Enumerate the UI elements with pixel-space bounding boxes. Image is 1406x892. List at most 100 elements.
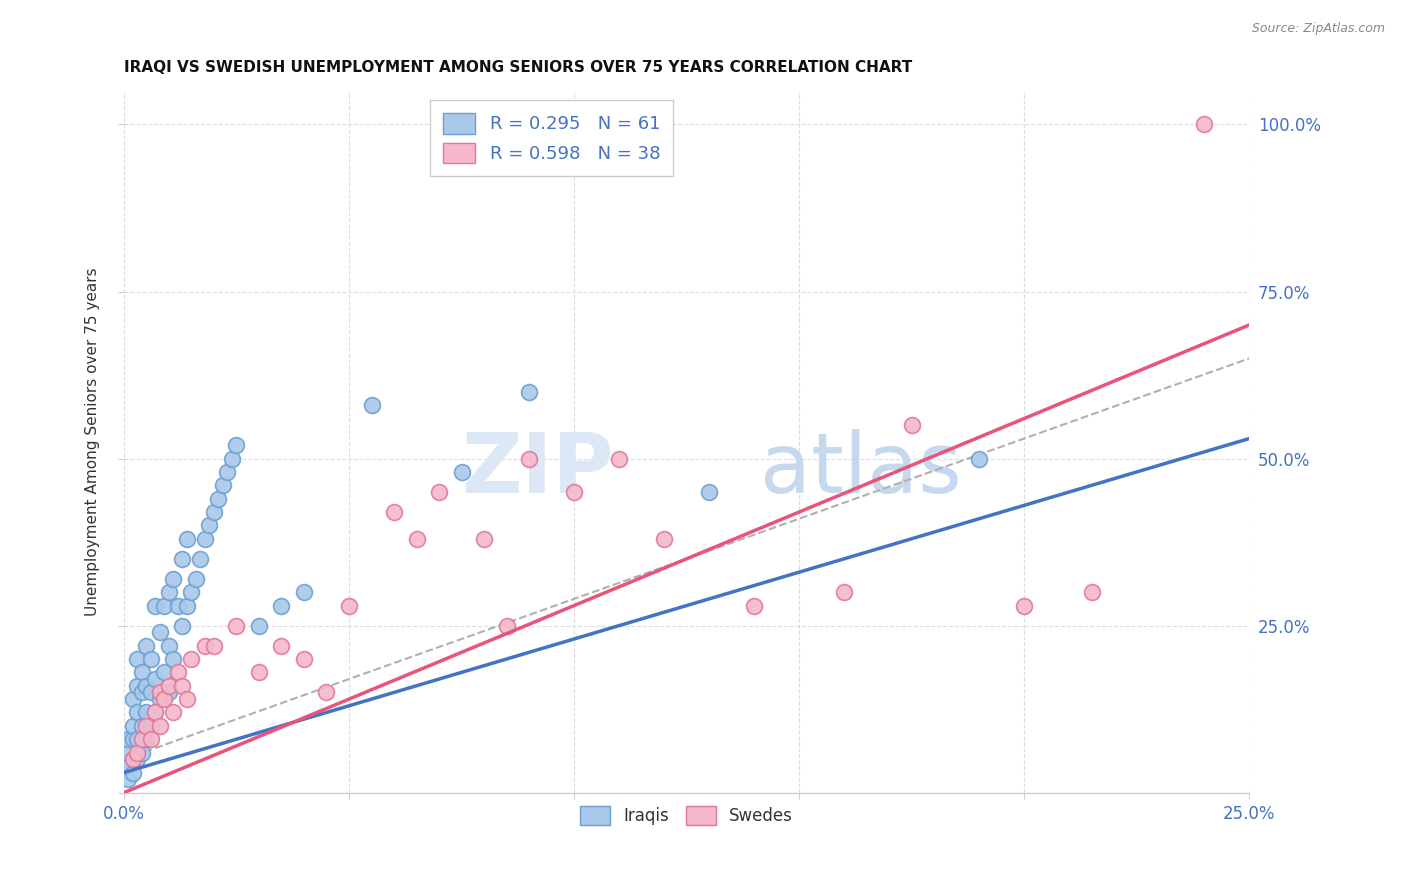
Point <box>131 746 153 760</box>
Point <box>176 599 198 613</box>
Point <box>212 478 235 492</box>
Point <box>131 665 153 680</box>
Point <box>153 692 176 706</box>
Point <box>122 732 145 747</box>
Text: atlas: atlas <box>759 429 962 510</box>
Point <box>517 451 540 466</box>
Point <box>1014 599 1036 613</box>
Point <box>127 746 149 760</box>
Point <box>202 505 225 519</box>
Point <box>194 532 217 546</box>
Point <box>127 752 149 766</box>
Point <box>900 418 922 433</box>
Point <box>122 692 145 706</box>
Point <box>1194 118 1216 132</box>
Text: ZIP: ZIP <box>461 429 613 510</box>
Point <box>382 505 405 519</box>
Point <box>292 585 315 599</box>
Point <box>337 599 360 613</box>
Point <box>131 719 153 733</box>
Point <box>167 665 190 680</box>
Point <box>184 572 207 586</box>
Point <box>194 639 217 653</box>
Point <box>122 719 145 733</box>
Point <box>176 532 198 546</box>
Point <box>157 679 180 693</box>
Point <box>117 732 139 747</box>
Point <box>135 679 157 693</box>
Point <box>517 384 540 399</box>
Point <box>135 732 157 747</box>
Point <box>652 532 675 546</box>
Point <box>315 685 337 699</box>
Legend: Iraqis, Swedes: Iraqis, Swedes <box>572 797 801 833</box>
Point <box>202 639 225 653</box>
Point <box>149 685 172 699</box>
Point <box>270 639 292 653</box>
Point <box>162 572 184 586</box>
Point <box>1081 585 1104 599</box>
Point <box>176 692 198 706</box>
Point <box>832 585 855 599</box>
Point <box>967 451 990 466</box>
Point <box>162 652 184 666</box>
Point <box>172 679 194 693</box>
Point <box>270 599 292 613</box>
Point <box>607 451 630 466</box>
Point <box>122 752 145 766</box>
Point <box>180 585 202 599</box>
Point <box>117 759 139 773</box>
Point <box>149 719 172 733</box>
Point <box>697 485 720 500</box>
Point <box>225 438 247 452</box>
Point <box>360 398 382 412</box>
Point <box>139 732 162 747</box>
Point <box>198 518 221 533</box>
Point <box>172 618 194 632</box>
Point <box>167 599 190 613</box>
Point <box>122 752 145 766</box>
Point <box>117 746 139 760</box>
Point <box>247 618 270 632</box>
Point <box>127 652 149 666</box>
Point <box>135 639 157 653</box>
Point <box>153 665 176 680</box>
Point <box>139 685 162 699</box>
Point <box>247 665 270 680</box>
Point <box>495 618 517 632</box>
Point <box>145 599 167 613</box>
Point <box>149 692 172 706</box>
Point <box>207 491 229 506</box>
Point <box>145 706 167 720</box>
Point <box>180 652 202 666</box>
Point <box>562 485 585 500</box>
Point <box>131 732 153 747</box>
Point <box>472 532 495 546</box>
Point <box>127 706 149 720</box>
Point <box>405 532 427 546</box>
Point <box>127 679 149 693</box>
Point <box>221 451 243 466</box>
Point <box>172 551 194 566</box>
Point <box>131 685 153 699</box>
Point <box>145 672 167 686</box>
Point <box>153 599 176 613</box>
Point <box>450 465 472 479</box>
Point <box>139 719 162 733</box>
Point <box>139 652 162 666</box>
Point <box>157 585 180 599</box>
Point <box>157 685 180 699</box>
Point <box>157 639 180 653</box>
Point <box>742 599 765 613</box>
Point <box>122 765 145 780</box>
Point <box>135 719 157 733</box>
Point <box>190 551 212 566</box>
Y-axis label: Unemployment Among Seniors over 75 years: Unemployment Among Seniors over 75 years <box>86 268 100 616</box>
Text: Source: ZipAtlas.com: Source: ZipAtlas.com <box>1251 22 1385 36</box>
Point <box>427 485 450 500</box>
Text: IRAQI VS SWEDISH UNEMPLOYMENT AMONG SENIORS OVER 75 YEARS CORRELATION CHART: IRAQI VS SWEDISH UNEMPLOYMENT AMONG SENI… <box>124 60 912 75</box>
Point <box>217 465 239 479</box>
Point <box>162 706 184 720</box>
Point <box>145 706 167 720</box>
Point <box>225 618 247 632</box>
